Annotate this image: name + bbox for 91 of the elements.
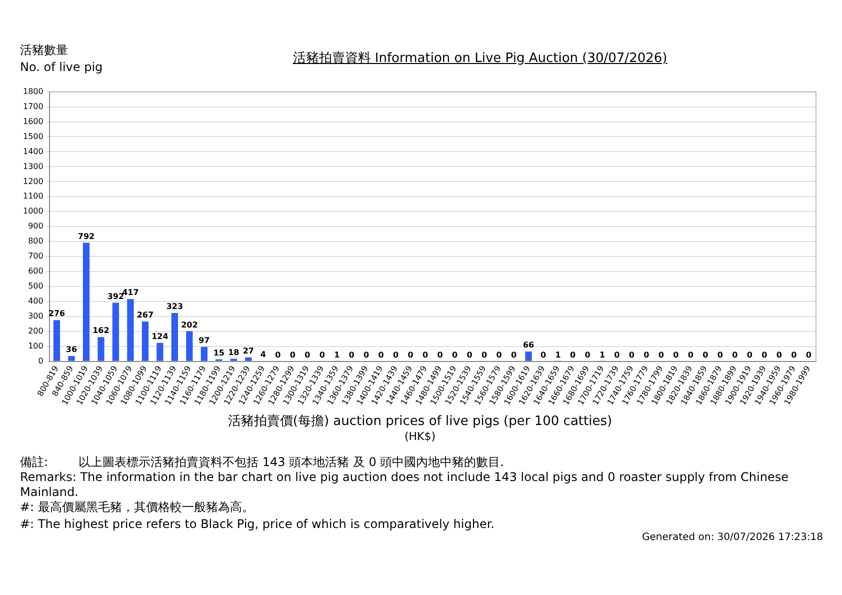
bar (156, 342, 164, 361)
y-tick-label: 1700 (23, 102, 44, 111)
data-label: 0 (452, 350, 458, 360)
data-label: 18 (228, 348, 240, 357)
data-label: 1 (555, 350, 562, 360)
data-label: 0 (806, 350, 812, 360)
data-label: 276 (48, 309, 66, 318)
bar (68, 356, 75, 361)
data-label: 162 (92, 326, 110, 336)
data-label: 0 (644, 350, 650, 360)
data-label: 0 (466, 350, 473, 360)
data-label: 0 (422, 350, 429, 360)
y-tick-label: 1100 (23, 192, 44, 201)
bar (98, 337, 104, 361)
data-label: 0 (319, 350, 326, 360)
data-label: 0 (304, 350, 311, 360)
data-label: 267 (136, 310, 154, 320)
y-tick-label: 600 (28, 266, 44, 276)
data-label: 0 (628, 350, 635, 360)
bar (82, 242, 90, 361)
bar (186, 331, 193, 361)
data-label: 36 (66, 345, 78, 354)
data-label: 0 (791, 350, 798, 360)
y-tick-label: 100 (28, 342, 44, 351)
text: Generated on: 30/07/2026 17:23:18 (642, 532, 823, 543)
y-tick-label: 1300 (23, 162, 44, 171)
data-label: 0 (290, 350, 296, 360)
y-axis-title: 活豬數量 No. of live pig (20, 42, 103, 76)
data-label: 124 (152, 332, 169, 341)
bar (142, 321, 149, 361)
data-label: 0 (762, 350, 768, 360)
y-tick-label: 800 (28, 236, 44, 246)
data-label: 792 (78, 232, 95, 241)
data-label: 0 (658, 350, 664, 360)
bar (127, 298, 134, 361)
data-label: 0 (393, 350, 400, 360)
data-label: 0 (540, 350, 546, 360)
data-label: 202 (181, 320, 198, 330)
y-tick-label: 300 (28, 312, 44, 321)
data-label: 0 (614, 350, 620, 360)
data-label: 0 (408, 350, 414, 360)
y-tick-label: 1800 (23, 86, 44, 96)
chart-title: 活豬拍賣資料 Information on Live Pig Auction (30/07/2026) (292, 50, 668, 67)
text: #: The highest price refers to Black Pig, price of which is comparatively higher. (20, 517, 496, 532)
data-label: 0 (378, 350, 384, 360)
bar (53, 320, 60, 361)
y-tick-label: 1500 (23, 132, 44, 141)
data-label: 0 (584, 350, 591, 360)
data-label: 0 (348, 350, 355, 360)
data-label: 0 (364, 350, 370, 360)
data-label: 0 (732, 350, 738, 360)
y-tick-label: 1600 (23, 116, 44, 126)
data-label: 0 (673, 350, 680, 360)
text: 備註: 以上圖表標示活豬拍賣資料不包括 143 頭本地活豬 及 0 頭中國內地中豬的數目. (20, 455, 505, 470)
y-tick-label: 200 (28, 326, 44, 336)
bar (525, 352, 532, 361)
y-tick-label: 700 (28, 252, 44, 261)
data-label: 27 (242, 346, 254, 356)
bar (112, 302, 120, 361)
data-label: 0 (717, 350, 724, 360)
y-tick-label: 1200 (23, 176, 44, 186)
data-label: 97 (198, 336, 210, 345)
data-label: 0 (437, 350, 444, 360)
y-tick-label: 400 (28, 296, 44, 306)
bar (171, 313, 178, 361)
data-label: 66 (522, 340, 535, 350)
data-label: 0 (702, 350, 709, 360)
data-label: 4 (260, 350, 266, 359)
data-label: 323 (166, 302, 184, 312)
data-label: 0 (275, 350, 282, 360)
text: #: 最高價屬黑毛豬，其價格較一般豬為高。 (20, 500, 255, 515)
x-axis-title: 活豬拍賣價(每擔) auction prices of live pigs (per 100 catties) (HK$) (226, 413, 614, 443)
data-label: 0 (510, 350, 517, 360)
data-label: 417 (122, 288, 139, 298)
y-tick-label: 0 (38, 356, 44, 366)
bar (200, 346, 208, 361)
bar (245, 357, 252, 361)
data-label: 0 (688, 350, 694, 360)
data-label: 0 (570, 350, 576, 360)
y-tick-label: 500 (28, 282, 44, 291)
data-label: 0 (496, 350, 502, 360)
data-label: 1 (334, 350, 340, 360)
data-label: 0 (746, 350, 753, 360)
data-label: 0 (481, 350, 488, 360)
y-tick-label: 1400 (23, 146, 44, 156)
y-tick-label: 900 (28, 222, 44, 231)
data-label: 15 (213, 348, 225, 358)
data-label: 1 (599, 350, 606, 360)
data-label: 0 (776, 350, 782, 360)
text: Remarks: The information in the bar chart on live pig auction does not include 143 local pigs and 0 roaster supply from Chinese Mainland. (20, 470, 790, 500)
y-tick-label: 1000 (23, 206, 44, 216)
